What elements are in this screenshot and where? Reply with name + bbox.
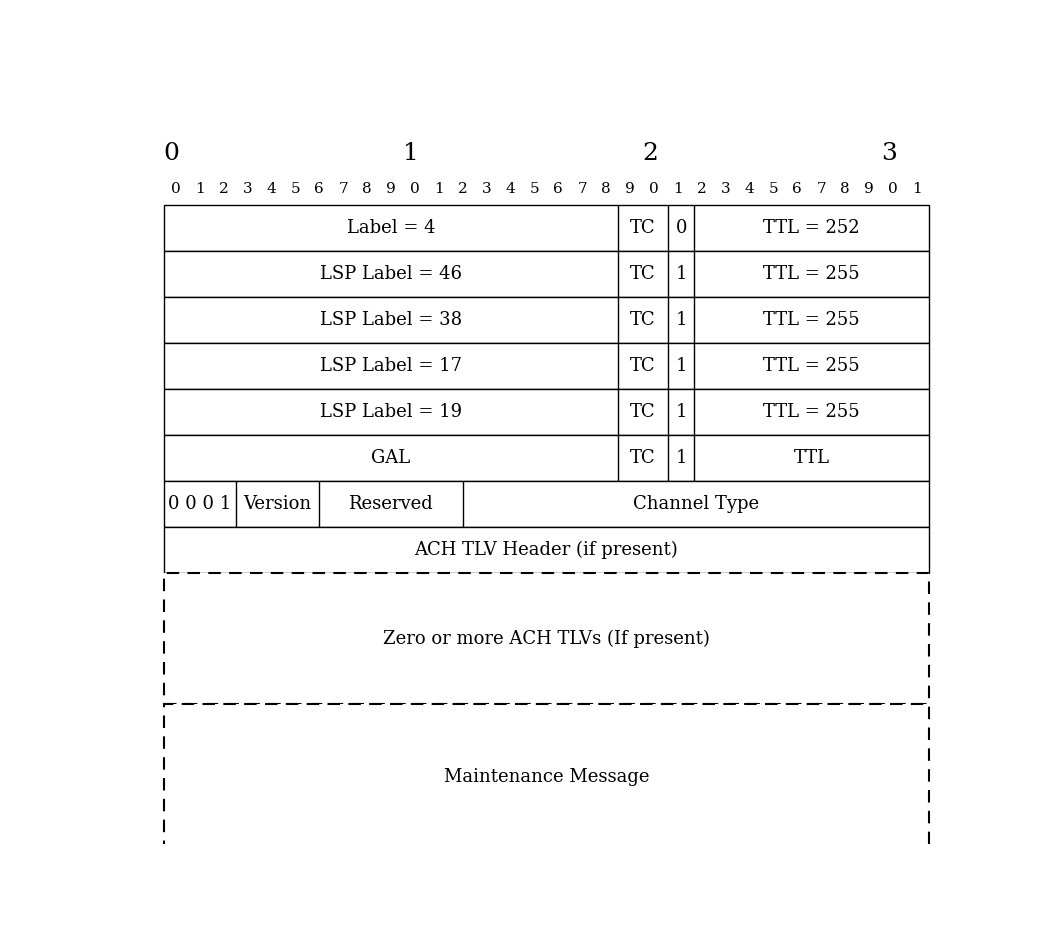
Text: 1: 1 [675,403,687,421]
Text: 0: 0 [410,182,420,195]
Text: 1: 1 [675,265,687,283]
Text: Channel Type: Channel Type [632,495,759,513]
Text: 0: 0 [888,182,898,195]
Text: TTL = 255: TTL = 255 [763,265,860,283]
Text: TC: TC [630,403,656,421]
Text: 2: 2 [458,182,467,195]
Text: 8: 8 [362,182,372,195]
Text: 0: 0 [164,142,180,165]
Text: 7: 7 [816,182,826,195]
Text: TTL = 252: TTL = 252 [763,219,860,237]
Text: 1: 1 [403,142,419,165]
Bar [164,389,928,435]
Text: Label = 4: Label = 4 [346,219,435,237]
Bar [164,527,928,573]
Text: 9: 9 [864,182,874,195]
Text: ACH TLV Header (if present): ACH TLV Header (if present) [415,540,678,559]
Text: 9: 9 [386,182,396,195]
Text: TTL = 255: TTL = 255 [763,311,860,329]
Text: TC: TC [630,449,656,467]
Text: 1: 1 [675,357,687,375]
Text: Version: Version [244,495,312,513]
Bar [164,704,928,850]
Bar [164,343,928,389]
Text: Zero or more ACH TLVs (If present): Zero or more ACH TLVs (If present) [383,629,710,647]
Text: 1: 1 [675,311,687,329]
Text: 4: 4 [505,182,516,195]
Text: 5: 5 [769,182,778,195]
Text: TTL = 255: TTL = 255 [763,403,860,421]
Text: 2: 2 [218,182,229,195]
Text: 6: 6 [553,182,563,195]
Text: 6: 6 [314,182,324,195]
Text: LSP Label = 38: LSP Label = 38 [320,311,462,329]
Bar [164,251,928,297]
Text: Reserved: Reserved [349,495,434,513]
Text: 1: 1 [673,182,683,195]
Text: 0: 0 [675,219,687,237]
Text: 2: 2 [642,142,657,165]
Text: 4: 4 [744,182,754,195]
Text: 2: 2 [697,182,707,195]
Text: 1: 1 [195,182,205,195]
Bar [164,297,928,343]
Text: 1: 1 [911,182,922,195]
Text: 5: 5 [529,182,539,195]
Text: 9: 9 [625,182,635,195]
Text: 8: 8 [840,182,849,195]
Text: LSP Label = 17: LSP Label = 17 [320,357,462,375]
Text: LSP Label = 46: LSP Label = 46 [320,265,462,283]
Text: TC: TC [630,219,656,237]
Text: TTL = 255: TTL = 255 [763,357,860,375]
Text: GAL: GAL [372,449,411,467]
Text: 0: 0 [171,182,181,195]
Text: 4: 4 [267,182,276,195]
Text: 3: 3 [720,182,731,195]
Text: 1: 1 [434,182,443,195]
Text: 0 0 0 1: 0 0 0 1 [168,495,231,513]
Bar [164,205,928,251]
Text: TTL: TTL [794,449,830,467]
Text: 3: 3 [243,182,252,195]
Text: 0: 0 [649,182,658,195]
Text: 3: 3 [482,182,491,195]
Bar [164,573,928,704]
Bar [164,481,928,527]
Text: 7: 7 [578,182,587,195]
Text: 3: 3 [881,142,897,165]
Text: TC: TC [630,311,656,329]
Text: 7: 7 [338,182,348,195]
Text: TC: TC [630,357,656,375]
Text: LSP Label = 19: LSP Label = 19 [320,403,462,421]
Bar [164,435,928,481]
Text: 1: 1 [675,449,687,467]
Text: Maintenance Message: Maintenance Message [443,768,649,786]
Text: 5: 5 [291,182,300,195]
Text: TC: TC [630,265,656,283]
Text: 8: 8 [602,182,611,195]
Text: 6: 6 [793,182,802,195]
